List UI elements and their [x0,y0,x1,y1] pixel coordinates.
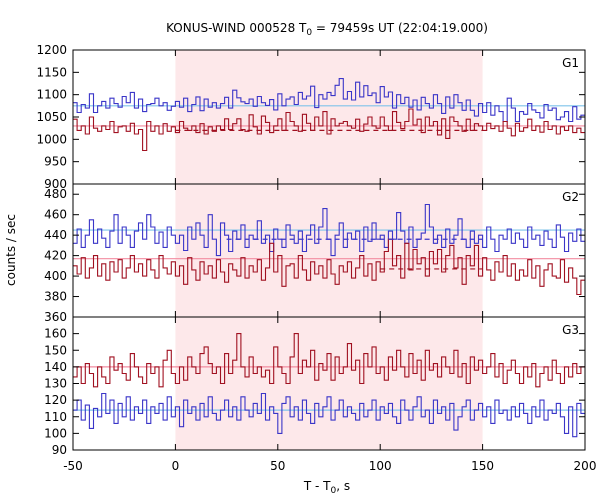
blue-series [73,78,585,123]
x-tick-label: 200 [574,459,597,473]
chart-title: KONUS-WIND 000528 T0 = 79459s UT (22:04:… [166,21,488,38]
x-axis-label: T - T0, s [303,479,350,496]
y-tick-label: 900 [44,177,67,191]
x-tick-label: 150 [471,459,494,473]
x-tick-label: 50 [270,459,285,473]
panel-g3: 90 100 110 120 130 140 150 160 G3 [44,316,586,457]
y-tick-label: 160 [44,327,67,341]
panel-label: G3 [562,323,579,337]
y-tick-label: 1150 [36,65,67,79]
y-tick-label: 1200 [36,43,67,57]
blue-series [73,392,585,438]
x-tick-label: 100 [369,459,392,473]
y-tick-label: 950 [44,155,67,169]
highlight-region [175,50,483,450]
y-tick-label: 120 [44,393,67,407]
y-tick-label: 360 [44,310,67,324]
y-tick-label: 480 [44,187,67,201]
y-tick-label: 110 [44,410,67,424]
y-tick-label: 130 [44,377,67,391]
y-tick-label: 380 [44,290,67,304]
red-series [73,108,585,152]
y-tick-label: 140 [44,360,67,374]
red-series [73,238,585,296]
panel-label: G1 [562,56,579,70]
highlight-region-layer [175,50,483,450]
y-tick-label: 90 [52,443,67,457]
chart-title-subscript: 0 [306,28,312,38]
x-axis-label-subscript: 0 [331,486,337,496]
panels-layer: 900 950 1000 1050 1100 1150 1200 G1 360 380 400 420… [36,43,586,457]
y-tick-label: 440 [44,228,67,242]
x-tick-label: 0 [172,459,180,473]
red-series [73,333,585,388]
y-tick-label: 100 [44,426,67,440]
y-axis-label: counts / sec [4,214,18,286]
y-tick-label: 150 [44,343,67,357]
y-tick-label: 400 [44,269,67,283]
y-tick-label: 1100 [36,88,67,102]
y-tick-label: 1000 [36,132,67,146]
y-tick-label: 1050 [36,110,67,124]
x-axis: -50 0 50 100 150 200 [63,459,596,473]
panel-g2: 360 380 400 420 440 460 480 G2 [44,183,586,324]
panel-g1: 900 950 1000 1050 1100 1150 1200 G1 [36,43,586,191]
x-tick-label: -50 [63,459,83,473]
panel-label: G2 [562,190,579,204]
y-tick-label: 460 [44,208,67,222]
y-tick-label: 420 [44,249,67,263]
